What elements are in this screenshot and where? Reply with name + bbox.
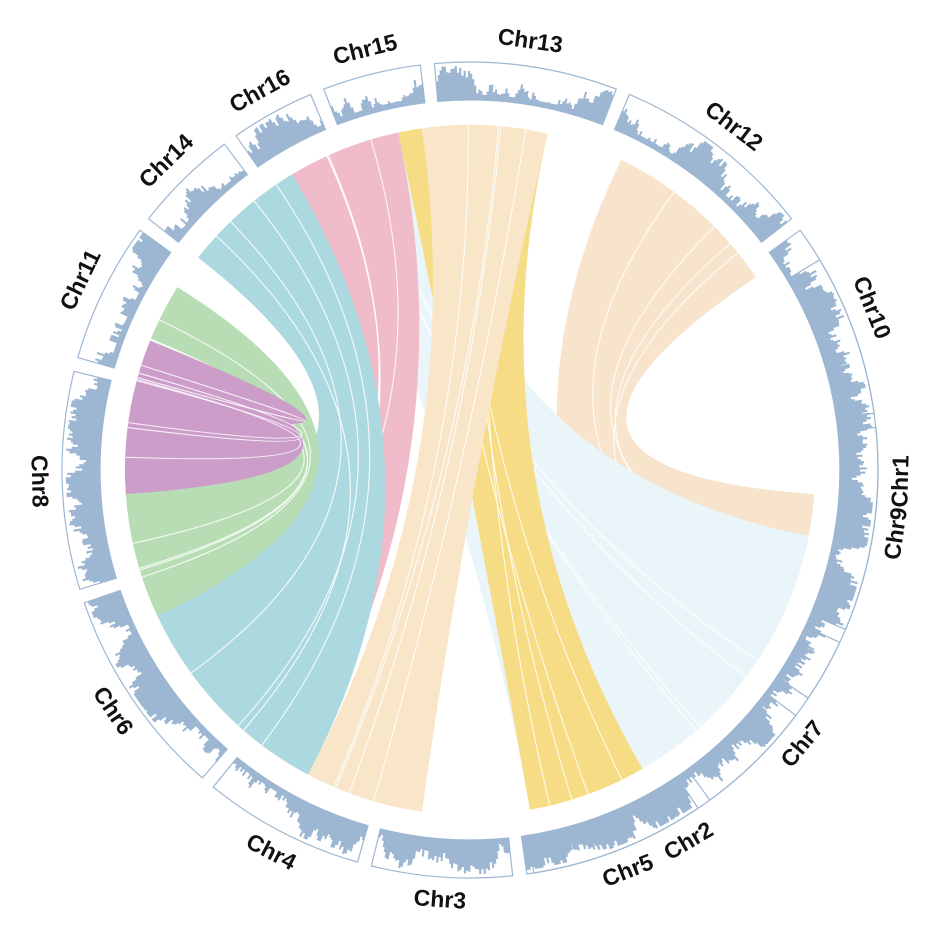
link-chr10-chr4 xyxy=(308,124,548,812)
density-chr16 xyxy=(247,113,326,167)
label-chr13: Chr13 xyxy=(496,23,564,58)
track-chr16 xyxy=(235,93,327,168)
label-chr6: Chr6 xyxy=(88,682,139,740)
label-chr15: Chr15 xyxy=(330,28,400,69)
label-chr10: Chr10 xyxy=(848,272,897,342)
link-strand xyxy=(333,125,469,788)
density-chr8 xyxy=(65,377,117,584)
link-chr16-chr14 xyxy=(124,340,306,495)
density-chr3 xyxy=(378,829,511,875)
label-chr16: Chr16 xyxy=(225,63,295,117)
link-strand xyxy=(335,126,500,789)
link-strand xyxy=(190,221,342,674)
density-chr15 xyxy=(330,79,425,125)
label-chr9: Chr9 xyxy=(879,506,912,562)
link-strand xyxy=(141,319,311,578)
label-chr4: Chr4 xyxy=(242,828,301,875)
density-chr10 xyxy=(769,240,870,419)
link-strand xyxy=(137,364,306,422)
track-chr7 xyxy=(686,625,841,801)
density-chr7 xyxy=(687,626,826,774)
track-chr3 xyxy=(370,828,514,879)
density-chr12 xyxy=(614,108,788,243)
density-chr14 xyxy=(164,170,248,243)
link-strand xyxy=(237,200,359,727)
density-chr1 xyxy=(776,270,873,683)
density-tracks xyxy=(61,61,879,879)
link-chr13-chr8 xyxy=(130,174,386,775)
synteny-links xyxy=(124,124,815,812)
label-chr8: Chr8 xyxy=(26,455,53,508)
link-strand xyxy=(348,126,502,794)
density-chr11 xyxy=(95,232,171,369)
label-chr2: Chr2 xyxy=(659,816,717,865)
link-strand xyxy=(373,129,527,802)
track-chr6 xyxy=(83,589,229,779)
link-strand xyxy=(128,372,303,439)
density-chr5 xyxy=(527,776,693,851)
track-chr4 xyxy=(212,756,369,863)
link-strand xyxy=(261,184,371,746)
density-chr4 xyxy=(232,757,369,855)
track-chr8 xyxy=(61,370,117,591)
label-chr11: Chr11 xyxy=(54,245,105,314)
link-strand xyxy=(127,380,302,442)
density-chr9 xyxy=(810,429,873,626)
link-strand xyxy=(216,235,351,731)
label-chr7: Chr7 xyxy=(775,715,828,772)
label-chr14: Chr14 xyxy=(133,128,198,192)
density-chr6 xyxy=(87,590,228,762)
label-chr3: Chr3 xyxy=(413,884,467,914)
label-chr1: Chr1 xyxy=(886,455,913,508)
density-chr13 xyxy=(436,66,614,125)
